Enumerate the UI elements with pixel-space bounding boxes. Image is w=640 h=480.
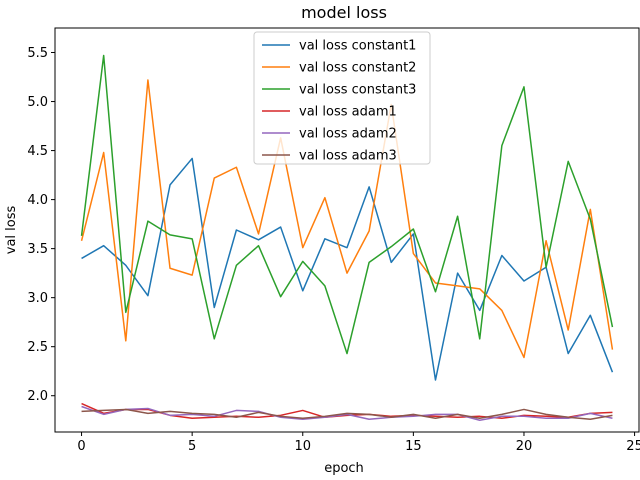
legend-label-1: val loss constant1 <box>299 39 416 54</box>
plot-frame <box>54 27 640 433</box>
series-line-3 <box>80 54 614 355</box>
legend-label-5: val loss adam2 <box>299 127 397 142</box>
x-tick-label: 0 <box>77 439 85 454</box>
legend-label-3: val loss constant3 <box>299 83 416 98</box>
series-line-6 <box>81 408 613 420</box>
y-tick-label: 2.5 <box>27 340 48 355</box>
legend-label-2: val loss constant2 <box>299 61 416 76</box>
y-axis-label: val loss <box>4 206 19 255</box>
x-tick-label: 20 <box>516 439 533 454</box>
plot-lines <box>80 54 614 421</box>
y-tick-label: 3.0 <box>27 291 48 306</box>
legend-box <box>253 31 431 165</box>
x-axis-label: epoch <box>324 461 364 476</box>
y-tick-label: 4.0 <box>27 193 48 208</box>
series-line-2 <box>80 79 614 359</box>
y-tick-label: 5.5 <box>27 46 48 61</box>
chart-title: model loss <box>301 3 387 22</box>
y-tick-label: 4.5 <box>27 144 48 159</box>
y-tick-label: 5.0 <box>27 95 48 110</box>
legend-label-6: val loss adam3 <box>299 149 397 164</box>
x-tick-label: 15 <box>405 439 422 454</box>
x-tick-label: 5 <box>188 439 196 454</box>
x-tick-label: 10 <box>294 439 311 454</box>
legend-label-4: val loss adam1 <box>299 105 397 120</box>
y-tick-label: 3.5 <box>27 242 48 257</box>
series-line-1 <box>81 157 614 381</box>
series-line-5 <box>81 405 613 421</box>
x-tick-label: 25 <box>626 439 640 454</box>
x-axis: 0 5 10 15 20 25 <box>77 432 640 454</box>
legend: val loss constant1 val loss constant2 val … <box>253 31 431 165</box>
y-tick-label: 2.0 <box>27 389 48 404</box>
y-axis: 2.0 2.5 3.0 3.5 4.0 4.5 5.0 5.5 <box>27 46 55 404</box>
